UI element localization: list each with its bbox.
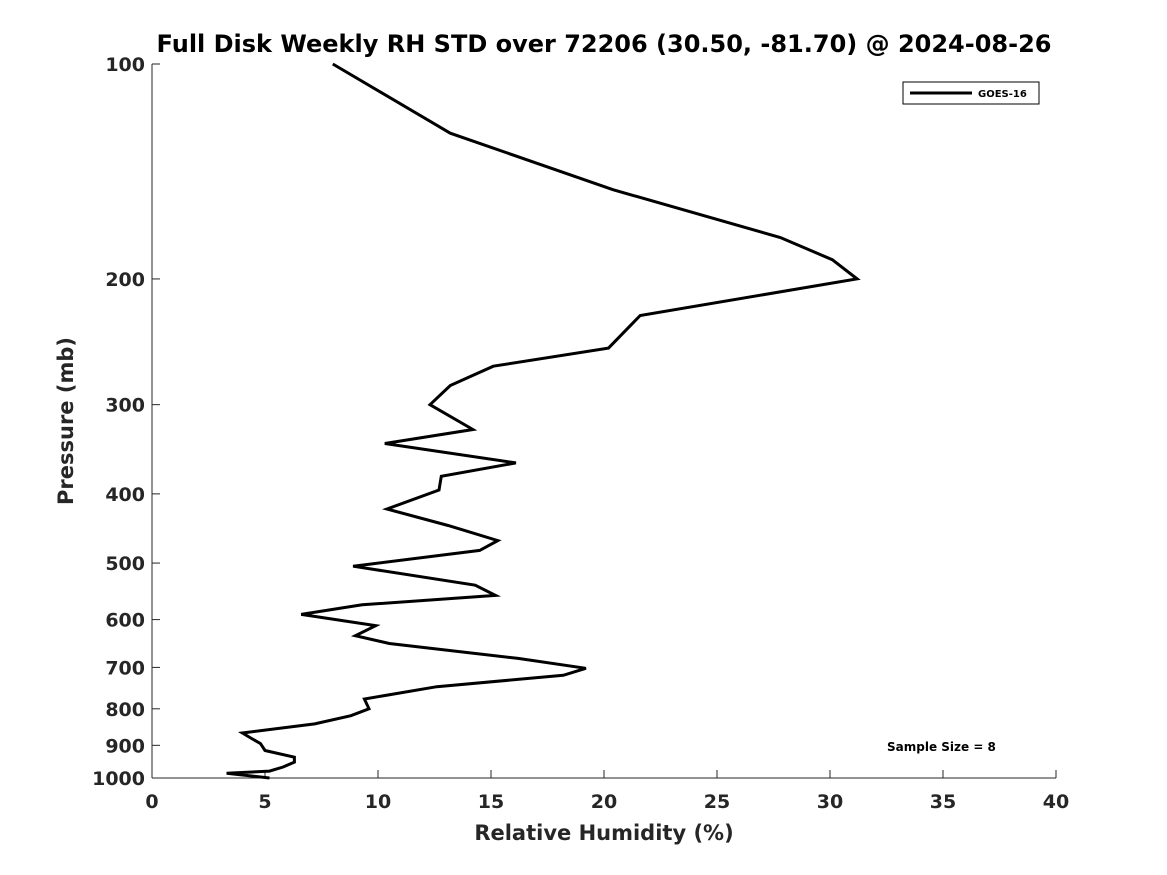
- y-axis-label: Pressure (mb): [54, 337, 78, 505]
- x-tick-label: 20: [591, 791, 617, 813]
- x-tick-label: 30: [817, 791, 843, 813]
- y-tick-label: 1000: [92, 768, 145, 790]
- y-tick-label: 500: [105, 553, 145, 575]
- sample-size-annotation: Sample Size = 8: [887, 740, 996, 754]
- y-tick-label: 600: [105, 610, 145, 632]
- x-tick-label: 25: [704, 791, 730, 813]
- series-line-goes-16: [226, 62, 861, 780]
- legend-label-goes-16: GOES-16: [978, 89, 1027, 100]
- y-tick-label: 700: [105, 657, 145, 679]
- x-tick-label: 40: [1043, 791, 1069, 813]
- chart-title: Full Disk Weekly RH STD over 72206 (30.5…: [157, 30, 1052, 58]
- y-tick-label: 300: [105, 395, 145, 417]
- x-tick-label: 35: [930, 791, 956, 813]
- x-tick-label: 10: [365, 791, 391, 813]
- legend: GOES-16: [902, 81, 1040, 105]
- y-tick-label: 900: [105, 735, 145, 757]
- y-tick-label: 800: [105, 699, 145, 721]
- x-axis-label: Relative Humidity (%): [474, 821, 733, 845]
- x-tick-label: 5: [258, 791, 271, 813]
- axes: [151, 64, 1056, 779]
- x-tick-label: 15: [478, 791, 504, 813]
- y-tick-label: 400: [105, 484, 145, 506]
- x-tick-label: 0: [145, 791, 158, 813]
- y-tick-label: 200: [105, 269, 145, 291]
- y-tick-label: 100: [105, 54, 145, 76]
